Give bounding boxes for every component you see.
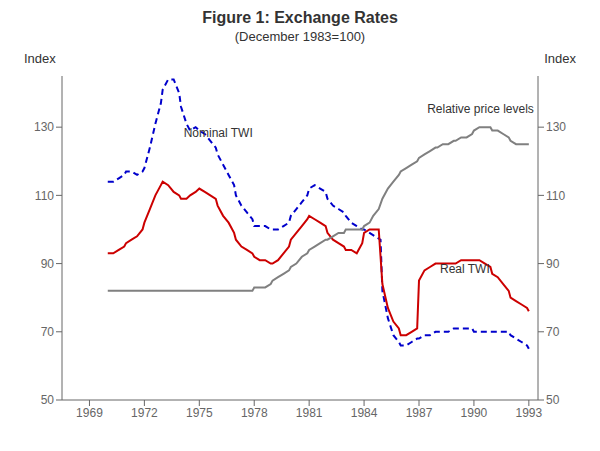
html-text:(December 1983=100): (December 1983=100) bbox=[234, 29, 366, 44]
html-text:Figure 1: Exchange Rates: Figure 1: Exchange Rates bbox=[202, 9, 398, 26]
svg-text:1984: 1984 bbox=[351, 406, 378, 420]
svg-text:70: 70 bbox=[41, 325, 55, 339]
svg-text:90: 90 bbox=[41, 257, 55, 271]
svg-text:1993: 1993 bbox=[515, 406, 542, 420]
svg-text:1981: 1981 bbox=[296, 406, 323, 420]
svg-text:Real TWI: Real TWI bbox=[440, 262, 490, 276]
html-text:Index: Index bbox=[544, 51, 576, 66]
svg-text:1990: 1990 bbox=[461, 406, 488, 420]
svg-text:90: 90 bbox=[546, 257, 560, 271]
svg-text:50: 50 bbox=[546, 393, 560, 407]
svg-text:1987: 1987 bbox=[406, 406, 433, 420]
svg-text:110: 110 bbox=[546, 189, 565, 203]
svg-text:1969: 1969 bbox=[76, 406, 103, 420]
svg-text:130: 130 bbox=[34, 120, 54, 134]
svg-text:1975: 1975 bbox=[186, 406, 213, 420]
svg-text:Nominal TWI: Nominal TWI bbox=[184, 126, 253, 140]
svg-text:70: 70 bbox=[546, 325, 560, 339]
html-text:Index: Index bbox=[24, 51, 56, 66]
svg-text:Relative price levels: Relative price levels bbox=[427, 102, 534, 116]
svg-text:130: 130 bbox=[546, 120, 566, 134]
svg-text:110: 110 bbox=[35, 189, 54, 203]
svg-text:1978: 1978 bbox=[241, 406, 268, 420]
svg-text:1972: 1972 bbox=[131, 406, 158, 420]
svg-text:50: 50 bbox=[41, 393, 55, 407]
